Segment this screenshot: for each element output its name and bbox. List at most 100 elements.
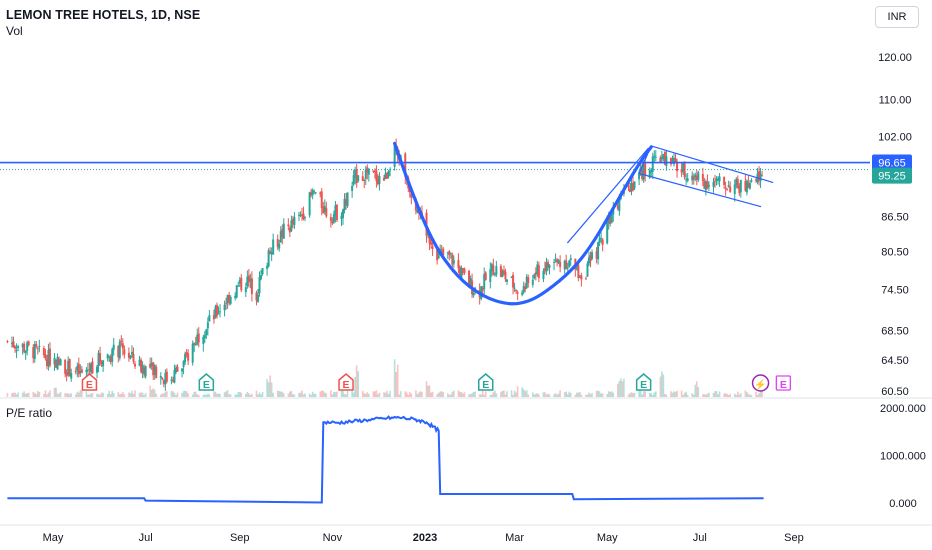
volume-bar xyxy=(58,393,60,397)
earnings-event-icon[interactable]: E xyxy=(775,375,791,391)
candle-body xyxy=(665,156,668,166)
volume-bar xyxy=(532,392,534,397)
candle-body xyxy=(108,356,111,358)
candle-body xyxy=(340,215,343,219)
candle-body xyxy=(311,190,314,196)
volume-bar xyxy=(500,391,502,397)
time-tick-label: Nov xyxy=(323,532,343,544)
volume-bar xyxy=(65,393,68,397)
volume-bar xyxy=(336,391,338,397)
split-event-icon[interactable]: ⚡ xyxy=(751,374,770,392)
candle-body xyxy=(279,231,282,243)
candle-body xyxy=(258,277,261,294)
candle-body xyxy=(580,275,583,280)
candle-body xyxy=(644,162,647,176)
pe-tick-label: 0.000 xyxy=(889,498,917,510)
earnings-event-icon[interactable]: E xyxy=(338,373,354,391)
candle-body xyxy=(543,268,546,271)
volume-bar xyxy=(405,392,408,397)
volume-bar xyxy=(345,394,347,397)
volume-bar xyxy=(601,393,604,397)
volume-bar xyxy=(78,392,80,397)
volume-bar xyxy=(595,390,598,397)
volume-bar xyxy=(492,392,495,397)
candle-body xyxy=(97,352,100,367)
candle-body xyxy=(129,355,132,359)
candle-body xyxy=(659,157,662,162)
volume-bar xyxy=(733,393,736,397)
candle-body xyxy=(355,169,358,184)
price-tick-label: 86.50 xyxy=(881,212,909,224)
candle-body xyxy=(378,176,381,184)
earnings-event-icon[interactable]: E xyxy=(477,373,494,391)
volume-bar xyxy=(697,387,700,397)
candle-body xyxy=(100,361,103,365)
candle-body xyxy=(534,272,537,275)
candle-body xyxy=(17,346,20,349)
candle-body xyxy=(173,369,176,383)
earnings-event-icon[interactable]: E xyxy=(635,373,652,391)
volume-bar xyxy=(90,393,92,397)
volume-bar xyxy=(49,390,51,397)
candle-body xyxy=(354,169,357,178)
candle-body xyxy=(609,216,612,224)
candle-body xyxy=(247,275,250,283)
event-label: ⚡ xyxy=(754,378,766,391)
candle-body xyxy=(130,351,133,355)
candle-body xyxy=(36,348,39,350)
earnings-event-icon[interactable]: E xyxy=(198,373,215,391)
candle-body xyxy=(313,191,316,193)
candle-body xyxy=(77,363,80,375)
candle-body xyxy=(226,294,229,304)
candle-body xyxy=(701,173,704,182)
candle-body xyxy=(228,295,231,303)
volume-bar xyxy=(228,394,230,397)
candle-body xyxy=(733,184,736,195)
candle-body xyxy=(55,360,58,368)
volume-bar xyxy=(738,394,741,397)
volume-bar xyxy=(654,391,657,397)
volume-bar xyxy=(606,394,609,397)
volume-bar xyxy=(191,394,194,397)
candle-body xyxy=(440,250,443,253)
candle-body xyxy=(376,179,379,185)
volume-bar xyxy=(355,365,358,397)
volume-bar xyxy=(249,394,252,397)
currency-button[interactable]: INR xyxy=(875,6,919,28)
candle-body xyxy=(79,370,82,373)
earnings-event-icon[interactable]: E xyxy=(81,373,98,391)
volume-bar xyxy=(311,391,314,397)
volume-bar xyxy=(364,393,367,397)
candle-body xyxy=(250,278,253,295)
volume-bar xyxy=(219,393,221,397)
volume-bar xyxy=(331,394,334,397)
volume-bar xyxy=(375,390,378,397)
volume-bar xyxy=(491,394,493,397)
volume-bar xyxy=(246,391,249,397)
volume-bar xyxy=(580,394,583,397)
volume-bar xyxy=(141,392,144,397)
candle-body xyxy=(249,278,252,282)
volume-bar xyxy=(23,391,25,397)
volume-bar xyxy=(692,394,695,397)
candle-body xyxy=(510,276,513,278)
volume-bar xyxy=(727,394,730,397)
candle-body xyxy=(642,164,645,180)
volume-bar xyxy=(481,390,484,397)
candle-body xyxy=(386,172,389,179)
candle-body xyxy=(685,179,688,181)
candle-body xyxy=(691,175,694,181)
candle-body xyxy=(99,353,102,362)
volume-bar xyxy=(96,393,98,397)
candle-body xyxy=(458,267,461,277)
candle-body xyxy=(761,175,764,177)
candle-body xyxy=(223,304,226,311)
candle-body xyxy=(240,277,243,291)
volume-bar xyxy=(393,359,396,397)
candle-body xyxy=(607,215,610,224)
volume-bar xyxy=(81,390,83,397)
candle-body xyxy=(512,274,515,288)
volume-bar xyxy=(708,392,710,397)
candle-body xyxy=(217,313,220,315)
